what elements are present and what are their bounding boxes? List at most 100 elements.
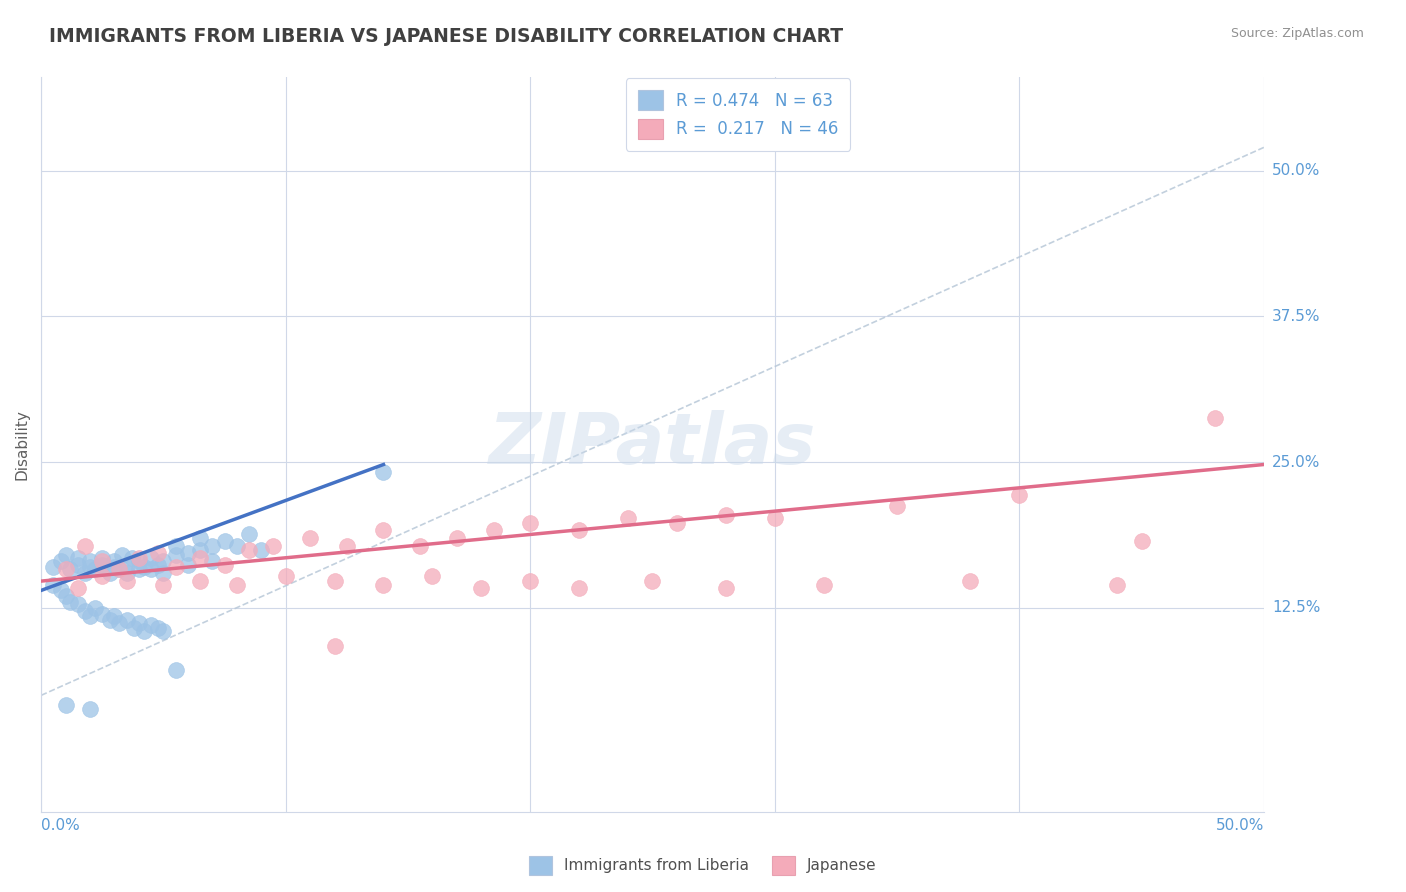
Point bbox=[98, 613, 121, 627]
Point bbox=[42, 560, 65, 574]
Point bbox=[108, 562, 131, 576]
Point bbox=[59, 562, 82, 576]
Point bbox=[148, 558, 170, 572]
Point bbox=[75, 604, 97, 618]
Point bbox=[49, 554, 72, 568]
Point bbox=[152, 624, 174, 639]
Point bbox=[959, 574, 981, 588]
Point bbox=[108, 616, 131, 631]
Point bbox=[568, 581, 591, 595]
Point bbox=[422, 569, 444, 583]
Point bbox=[91, 607, 114, 621]
Point bbox=[79, 560, 101, 574]
Point bbox=[115, 613, 138, 627]
Point bbox=[323, 640, 346, 654]
Text: ZIPatlas: ZIPatlas bbox=[489, 410, 815, 479]
Text: 50.0%: 50.0% bbox=[1216, 818, 1264, 833]
Point bbox=[373, 523, 395, 537]
Point bbox=[115, 574, 138, 588]
Point bbox=[55, 698, 77, 712]
Point bbox=[1204, 410, 1226, 425]
Point bbox=[121, 550, 143, 565]
Point bbox=[165, 539, 187, 553]
Point bbox=[201, 539, 224, 553]
Point bbox=[238, 527, 260, 541]
Point bbox=[188, 550, 211, 565]
Point bbox=[201, 554, 224, 568]
Point bbox=[128, 616, 150, 631]
Point bbox=[188, 531, 211, 545]
Point bbox=[617, 511, 640, 525]
Point bbox=[238, 542, 260, 557]
Point bbox=[225, 577, 247, 591]
Point bbox=[55, 589, 77, 603]
Point bbox=[91, 550, 114, 565]
Point bbox=[482, 523, 505, 537]
Point bbox=[519, 574, 541, 588]
Point bbox=[177, 558, 200, 572]
Point bbox=[373, 577, 395, 591]
Point bbox=[665, 516, 688, 530]
Point bbox=[75, 566, 97, 580]
Point bbox=[84, 562, 107, 576]
Point bbox=[108, 562, 131, 576]
Point bbox=[132, 560, 155, 574]
Point bbox=[128, 554, 150, 568]
Point bbox=[103, 554, 125, 568]
Point bbox=[128, 562, 150, 576]
Point bbox=[141, 562, 163, 576]
Point bbox=[55, 562, 77, 576]
Point bbox=[274, 569, 297, 583]
Point bbox=[148, 621, 170, 635]
Point bbox=[409, 539, 432, 553]
Point bbox=[79, 609, 101, 624]
Point bbox=[66, 581, 89, 595]
Point bbox=[519, 516, 541, 530]
Text: Source: ZipAtlas.com: Source: ZipAtlas.com bbox=[1230, 27, 1364, 40]
Point bbox=[98, 566, 121, 580]
Point bbox=[152, 577, 174, 591]
Point bbox=[111, 549, 134, 563]
Point bbox=[66, 558, 89, 572]
Point bbox=[152, 554, 174, 568]
Point bbox=[103, 560, 125, 574]
Point bbox=[568, 523, 591, 537]
Point bbox=[152, 566, 174, 580]
Point bbox=[79, 702, 101, 716]
Legend: R = 0.474   N = 63, R =  0.217   N = 46: R = 0.474 N = 63, R = 0.217 N = 46 bbox=[626, 78, 851, 151]
Point bbox=[188, 542, 211, 557]
Point bbox=[122, 621, 145, 635]
Point bbox=[91, 558, 114, 572]
Point bbox=[128, 550, 150, 565]
Point bbox=[148, 546, 170, 560]
Point bbox=[250, 542, 273, 557]
Point bbox=[132, 624, 155, 639]
Text: 50.0%: 50.0% bbox=[1272, 163, 1320, 178]
Point bbox=[446, 531, 468, 545]
Point bbox=[91, 569, 114, 583]
Y-axis label: Disability: Disability bbox=[15, 409, 30, 480]
Point bbox=[299, 531, 322, 545]
Point bbox=[336, 539, 359, 553]
Text: 25.0%: 25.0% bbox=[1272, 455, 1320, 470]
Text: 12.5%: 12.5% bbox=[1272, 600, 1320, 615]
Point bbox=[177, 546, 200, 560]
Point bbox=[262, 539, 284, 553]
Text: IMMIGRANTS FROM LIBERIA VS JAPANESE DISABILITY CORRELATION CHART: IMMIGRANTS FROM LIBERIA VS JAPANESE DISA… bbox=[49, 27, 844, 45]
Text: 0.0%: 0.0% bbox=[41, 818, 80, 833]
Point bbox=[141, 550, 163, 565]
Point bbox=[886, 500, 908, 514]
Legend: Immigrants from Liberia, Japanese: Immigrants from Liberia, Japanese bbox=[523, 850, 883, 880]
Point bbox=[165, 560, 187, 574]
Point bbox=[84, 601, 107, 615]
Point bbox=[66, 598, 89, 612]
Point bbox=[115, 558, 138, 572]
Point bbox=[91, 554, 114, 568]
Point bbox=[188, 574, 211, 588]
Point bbox=[79, 554, 101, 568]
Point bbox=[141, 618, 163, 632]
Point bbox=[214, 534, 236, 549]
Point bbox=[373, 465, 395, 479]
Point bbox=[225, 539, 247, 553]
Point bbox=[49, 583, 72, 598]
